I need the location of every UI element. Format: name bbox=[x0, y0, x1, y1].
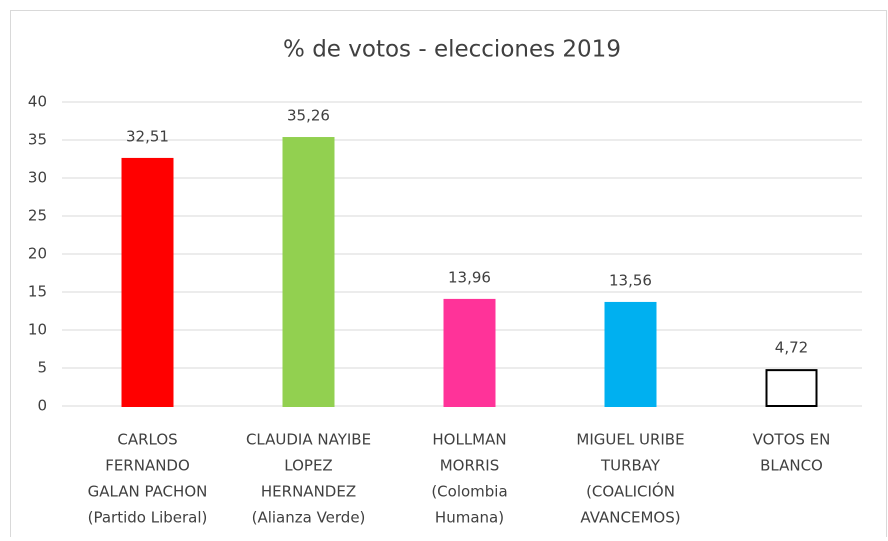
x-tick-label: TURBAY bbox=[600, 457, 661, 475]
chart-title: % de votos - elecciones 2019 bbox=[283, 37, 621, 63]
y-tick-label: 15 bbox=[28, 283, 47, 301]
x-tick-label: LOPEZ bbox=[284, 457, 332, 475]
y-tick-label: 35 bbox=[28, 131, 47, 149]
x-tick-label: GALAN PACHON bbox=[88, 483, 208, 501]
bar bbox=[443, 298, 496, 407]
value-label: 4,72 bbox=[775, 339, 808, 357]
y-tick-label: 30 bbox=[28, 169, 47, 187]
value-label: 13,96 bbox=[448, 268, 491, 286]
value-label: 35,26 bbox=[287, 107, 330, 125]
x-tick-label: (Colombia bbox=[431, 483, 507, 501]
bar bbox=[604, 301, 657, 407]
value-label: 32,51 bbox=[126, 127, 169, 145]
x-tick-label: (Partido Liberal) bbox=[88, 509, 208, 527]
bar bbox=[282, 137, 335, 408]
x-tick-label: (Alianza Verde) bbox=[252, 509, 366, 527]
x-tick-label: HERNANDEZ bbox=[261, 483, 356, 501]
value-label: 13,56 bbox=[609, 271, 652, 289]
x-tick-label: AVANCEMOS) bbox=[580, 509, 680, 527]
x-tick-label: HOLLMAN bbox=[432, 431, 506, 449]
y-tick-label: 25 bbox=[28, 207, 47, 225]
x-tick-label: CARLOS bbox=[117, 431, 177, 449]
x-tick-label: VOTOS EN bbox=[753, 431, 831, 449]
y-tick-label: 10 bbox=[28, 321, 47, 339]
x-tick-label: Humana) bbox=[435, 509, 504, 527]
x-tick-label: FERNANDO bbox=[105, 457, 190, 475]
y-tick-label: 0 bbox=[37, 397, 47, 415]
x-tick-label: MIGUEL URIBE bbox=[576, 431, 684, 449]
bar bbox=[765, 369, 818, 407]
x-tick-label: CLAUDIA NAYIBE bbox=[246, 431, 371, 449]
x-tick-label: MORRIS bbox=[440, 457, 500, 475]
y-tick-label: 5 bbox=[37, 359, 47, 377]
y-tick-label: 40 bbox=[28, 93, 47, 111]
bar bbox=[121, 157, 174, 407]
x-tick-label: BLANCO bbox=[760, 457, 823, 475]
y-tick-label: 20 bbox=[28, 245, 47, 263]
x-tick-label: (COALICIÓN bbox=[586, 482, 675, 501]
